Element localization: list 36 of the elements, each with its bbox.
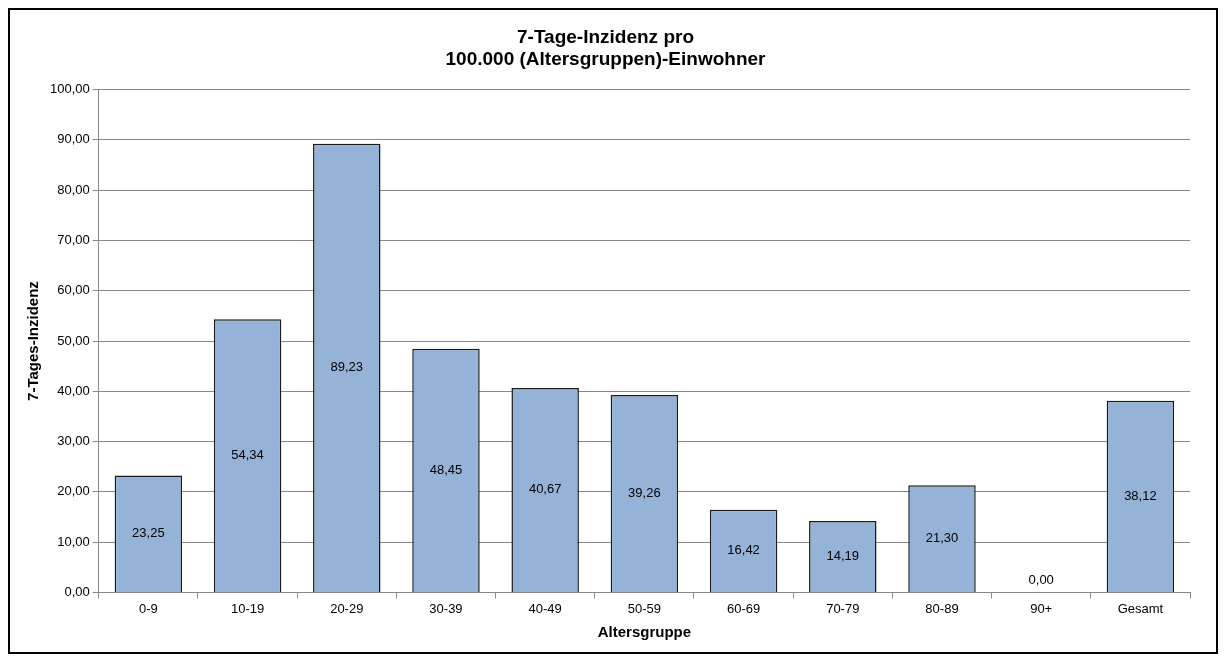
data-label: 40,67 — [528, 481, 562, 497]
y-tick-label: 0,00 — [64, 583, 90, 599]
y-axis-title: 7-Tages-Inzidenz — [24, 281, 42, 401]
data-label: 14,19 — [826, 548, 860, 564]
x-tick-label: 0-9 — [138, 600, 158, 616]
x-tick-label: 60-69 — [726, 600, 761, 616]
y-tick-label: 20,00 — [57, 483, 90, 499]
x-tick-label: 10-19 — [230, 600, 265, 616]
y-tick-label: 40,00 — [57, 382, 90, 398]
x-tick-label: 30-39 — [429, 600, 463, 616]
chart-title: 7-Tage-Inzidenz pro 100.000 (Altersgruppen)-Einwohner — [445, 25, 767, 70]
x-tick-label: 40-49 — [528, 600, 562, 616]
x-tick-label: Gesamt — [1117, 600, 1164, 616]
data-label: 38,12 — [1124, 487, 1157, 503]
y-tick-label: 30,00 — [57, 433, 90, 449]
y-tick-label: 70,00 — [57, 232, 90, 248]
x-tick-label: 20-29 — [330, 600, 364, 616]
y-tick-label: 50,00 — [57, 332, 90, 348]
x-axis-title: Altersgruppe — [597, 623, 692, 641]
data-label: 23,25 — [132, 525, 165, 541]
data-label: 39,26 — [628, 485, 661, 501]
x-tick-label: 50-59 — [627, 600, 662, 616]
x-tick-label: 70-79 — [826, 600, 860, 616]
data-label: 54,34 — [231, 447, 264, 463]
y-tick-label: 80,00 — [57, 181, 90, 197]
y-tick-label: 90,00 — [57, 131, 90, 147]
data-label: 16,42 — [727, 542, 760, 558]
y-tick-label: 10,00 — [57, 533, 90, 549]
y-tick-label: 60,00 — [57, 282, 90, 298]
x-tick-label: 80-89 — [925, 600, 959, 616]
data-label: 48,45 — [429, 461, 463, 477]
data-label: 0,00 — [1028, 571, 1054, 587]
x-tick-label: 90+ — [1030, 600, 1053, 616]
data-label: 21,30 — [925, 530, 959, 546]
data-label: 89,23 — [330, 359, 364, 375]
y-tick-label: 100,00 — [50, 81, 90, 97]
